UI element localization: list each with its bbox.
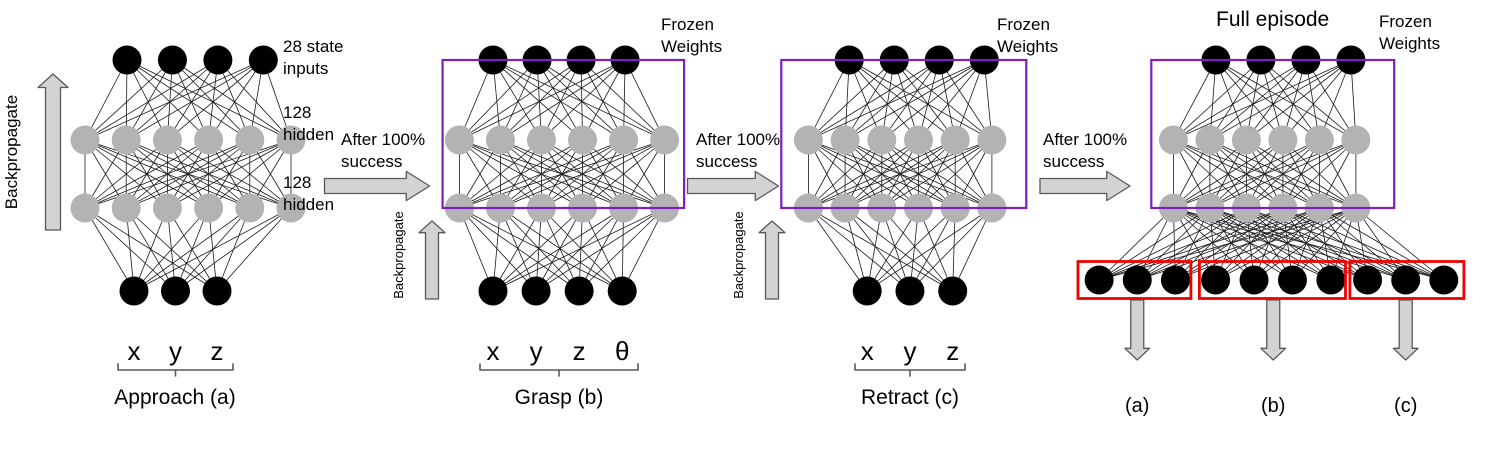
svg-text:Backpropagate: Backpropagate [731,211,746,298]
svg-text:z: z [211,336,224,366]
svg-text:z: z [946,336,959,366]
svg-text:hidden: hidden [283,195,334,214]
svg-text:After 100%: After 100% [1043,130,1127,149]
svg-text:θ: θ [615,336,629,366]
svg-text:Retract (c): Retract (c) [861,386,959,409]
svg-text:y: y [530,336,543,366]
svg-text:After 100%: After 100% [341,130,425,149]
svg-text:inputs: inputs [283,59,328,78]
svg-text:128: 128 [283,173,311,192]
svg-text:Backpropagate: Backpropagate [391,211,406,298]
svg-text:success: success [341,152,402,171]
svg-text:x: x [487,336,500,366]
svg-text:Frozen: Frozen [1379,12,1432,31]
svg-text:y: y [169,336,182,366]
svg-text:(b): (b) [1261,395,1285,417]
svg-text:(c): (c) [1394,395,1417,417]
svg-text:y: y [903,336,916,366]
svg-text:28 state: 28 state [283,37,344,56]
svg-text:Frozen: Frozen [661,15,714,34]
svg-text:Grasp (b): Grasp (b) [515,386,604,409]
svg-text:hidden: hidden [283,125,334,144]
svg-text:Frozen: Frozen [997,15,1050,34]
svg-text:success: success [1043,152,1104,171]
svg-text:Weights: Weights [1379,34,1440,53]
svg-text:128: 128 [283,103,311,122]
svg-text:success: success [696,152,757,171]
svg-text:Backpropagate: Backpropagate [2,95,21,209]
svg-text:x: x [861,336,874,366]
svg-text:Weights: Weights [997,37,1058,56]
svg-text:Full episode: Full episode [1216,8,1329,31]
svg-text:x: x [128,336,141,366]
svg-text:(a): (a) [1125,395,1149,417]
svg-text:z: z [573,336,586,366]
svg-text:Approach (a): Approach (a) [114,386,235,409]
svg-text:Weights: Weights [661,37,722,56]
svg-text:After 100%: After 100% [696,130,780,149]
